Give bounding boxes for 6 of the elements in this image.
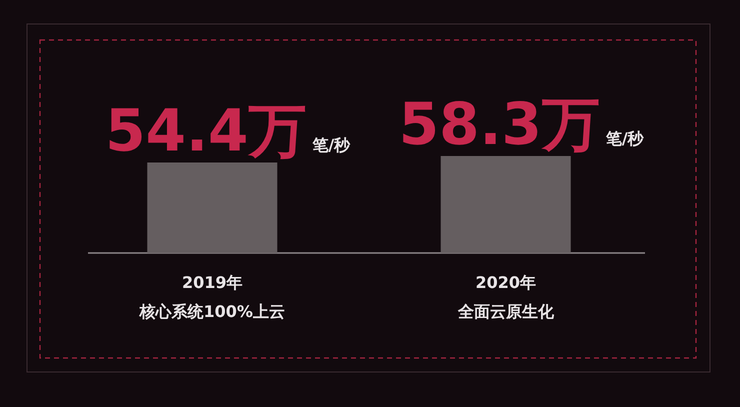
text: 笔/秒 [311, 135, 352, 154]
text: 笔/秒 [604, 129, 645, 148]
x-tick-label: 2020年全面云原生化 [456, 273, 555, 321]
data-label: 54.4万 [105, 96, 306, 164]
data-label: 58.3万 [398, 90, 600, 158]
x-tick-label: 2019年核心系统100%上云 [138, 273, 285, 321]
